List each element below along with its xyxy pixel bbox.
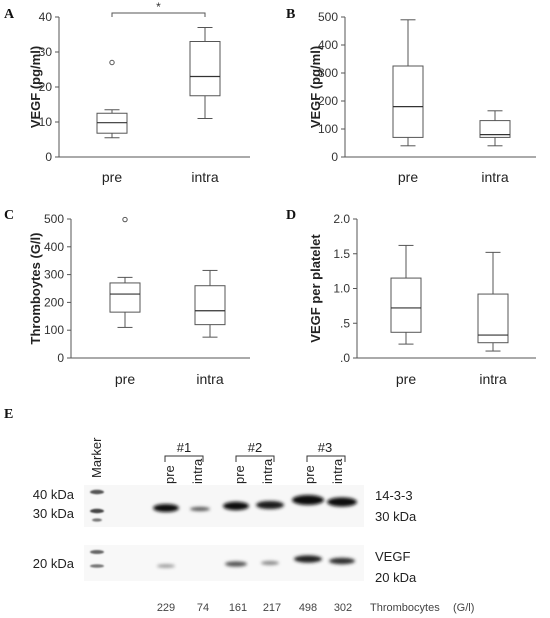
box-c-pre	[109, 216, 141, 328]
blot-membrane-bottom	[84, 545, 364, 581]
y-tick-label-b: 400	[318, 38, 338, 52]
mw-40kda: 40 kDa	[33, 487, 75, 502]
lane-label-3: pre	[232, 465, 247, 484]
mw-30kda: 30 kDa	[33, 506, 75, 521]
y-tick-label-a: 20	[39, 80, 53, 94]
y-tick-label-a: 40	[39, 10, 53, 24]
group-bracket-3	[306, 455, 346, 462]
y-tick-label-a: 0	[45, 150, 52, 164]
y-tick-label-c: 100	[44, 323, 64, 337]
box-b-pre	[392, 19, 424, 147]
category-label-c-intra: intra	[196, 371, 223, 387]
y-tick-label-b: 100	[318, 122, 338, 136]
y-tick-label-a: 30	[39, 45, 53, 59]
bands-vegf	[157, 555, 355, 568]
box-iqr	[189, 41, 221, 97]
lane-label-5: pre	[302, 465, 317, 484]
category-label-a-intra: intra	[191, 169, 218, 185]
panel-letter-b: B	[286, 7, 295, 22]
significance-bracket-a	[111, 12, 206, 17]
y-tick-label-d: 1.0	[333, 282, 350, 296]
lane-label-2: intra	[190, 458, 205, 484]
significance-star-a: *	[156, 0, 161, 14]
panel-letter-a: A	[4, 7, 15, 22]
band-kda-14-3-3: 30 kDa	[375, 509, 417, 524]
category-label-a-pre: pre	[102, 169, 122, 185]
box-iqr	[479, 120, 511, 138]
band-kda-vegf: 20 kDa	[375, 570, 417, 585]
category-label-b-pre: pre	[398, 169, 418, 185]
group-bracket-2	[235, 455, 275, 462]
outlier-point	[122, 216, 128, 223]
y-tick-label-a: 10	[39, 115, 53, 129]
lane-label-4: intra	[260, 458, 275, 484]
thrombocyte-count-2: 74	[197, 602, 209, 614]
panel-b: B 0 100 200 300 400 500 VEGF (pg/ml) pre intra	[286, 7, 536, 185]
thrombocyte-row-label: Thrombocytes	[370, 602, 440, 614]
y-tick-label-c: 0	[57, 351, 64, 365]
marker-bands-bottom	[90, 550, 104, 568]
lane-label-6: intra	[330, 458, 345, 484]
panel-letter-c: C	[4, 208, 14, 223]
panel-a: A 0 10 20 30 40 VEGF (pg/ml) pre intra *	[4, 0, 250, 185]
panel-letter-e: E	[4, 407, 13, 422]
y-axis-label-b: VEGF (pg/ml)	[308, 46, 323, 128]
thrombocyte-count-6: 302	[334, 602, 352, 614]
y-axis-label-c: Thromboytes (G/l)	[28, 233, 43, 345]
group-label-1: #1	[177, 440, 191, 455]
box-d-pre	[390, 244, 422, 345]
band-name-vegf: VEGF	[375, 549, 410, 564]
box-iqr	[390, 277, 422, 333]
category-label-d-intra: intra	[479, 371, 506, 387]
y-axis-label-d: VEGF per platelet	[308, 234, 323, 343]
thrombocyte-count-3: 161	[229, 602, 247, 614]
box-a-intra	[189, 27, 221, 119]
y-tick-label-b: 500	[318, 10, 338, 24]
y-tick-label-b: 200	[318, 94, 338, 108]
category-label-d-pre: pre	[396, 371, 416, 387]
thrombocyte-count-1: 229	[157, 602, 175, 614]
y-tick-label-c: 200	[44, 295, 64, 309]
panel-letter-d: D	[286, 208, 296, 223]
y-axis-label-a: VEGF (pg/ml)	[28, 46, 43, 128]
lane-label-1: pre	[162, 465, 177, 484]
y-tick-label-b: 0	[331, 150, 338, 164]
thrombocyte-row-unit: (G/l)	[453, 602, 474, 614]
group-bracket-1	[164, 455, 204, 462]
box-iqr	[194, 285, 226, 326]
category-label-b-intra: intra	[481, 169, 508, 185]
outlier-point	[109, 59, 115, 66]
y-tick-label-c: 300	[44, 268, 64, 282]
western-blot-panel: E Marker #1 #2 #3 pre intra pre intra pr…	[4, 407, 474, 614]
box-c-intra	[194, 269, 226, 338]
band-name-14-3-3: 14-3-3	[375, 488, 413, 503]
bands-14-3-3	[153, 495, 357, 512]
marker-label: Marker	[89, 437, 104, 478]
panel-d: D .0 .5 1.0 1.5 2.0 VEGF per platelet pre intra	[286, 208, 536, 387]
y-tick-label-d: 2.0	[333, 212, 350, 226]
y-tick-label-d: .5	[340, 316, 350, 330]
y-tick-label-d: 1.5	[333, 247, 350, 261]
y-tick-label-b: 300	[318, 66, 338, 80]
thrombocyte-count-4: 217	[263, 602, 281, 614]
box-a-pre	[96, 59, 128, 139]
box-iqr	[392, 65, 424, 138]
y-tick-label-c: 500	[44, 212, 64, 226]
mw-20kda: 20 kDa	[33, 556, 75, 571]
marker-bands-top	[90, 489, 104, 522]
group-label-3: #3	[318, 440, 332, 455]
thrombocyte-count-5: 498	[299, 602, 317, 614]
y-tick-label-c: 400	[44, 240, 64, 254]
group-label-2: #2	[248, 440, 262, 455]
y-tick-label-d: .0	[340, 351, 350, 365]
box-iqr	[109, 282, 141, 313]
box-plot-panels: A 0 10 20 30 40 VEGF (pg/ml) pre intra * B 0 100 200 3…	[4, 0, 536, 387]
category-label-c-pre: pre	[115, 371, 135, 387]
box-d-intra	[477, 251, 509, 352]
box-b-intra	[479, 110, 511, 147]
